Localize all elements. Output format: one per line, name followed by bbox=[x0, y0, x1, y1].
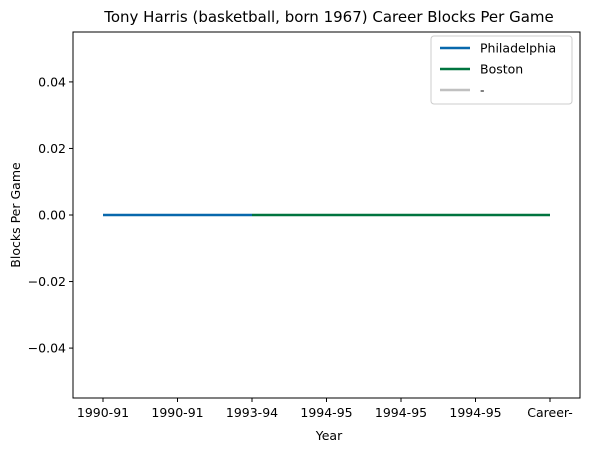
legend-label: Philadelphia bbox=[480, 41, 556, 56]
y-tick-label: 0.00 bbox=[38, 208, 66, 223]
x-tick-label: 1994-95 bbox=[375, 405, 427, 420]
x-axis-label: Year bbox=[315, 428, 343, 443]
y-tick-label: −0.02 bbox=[28, 274, 66, 289]
x-tick-label: 1990-91 bbox=[151, 405, 203, 420]
y-tick-label: 0.04 bbox=[38, 74, 66, 89]
legend: Philadelphia Boston - bbox=[430, 35, 573, 105]
x-tick-label: 1994-95 bbox=[449, 405, 501, 420]
x-tick-label: 1994-95 bbox=[300, 405, 352, 420]
y-tick-label: 0.02 bbox=[38, 141, 66, 156]
x-tick-label: Career- bbox=[527, 405, 572, 420]
legend-frame bbox=[430, 35, 573, 105]
y-axis: −0.04 −0.02 0.00 0.02 0.04 bbox=[28, 74, 73, 356]
y-axis-label: Blocks Per Game bbox=[8, 162, 23, 268]
chart-title: Tony Harris (basketball, born 1967) Care… bbox=[103, 8, 554, 26]
y-tick-label: −0.04 bbox=[28, 341, 66, 356]
legend-label: - bbox=[480, 83, 485, 98]
x-axis: 1990-91 1990-91 1993-94 1994-95 1994-95 1994-… bbox=[77, 398, 573, 420]
legend-label: Boston bbox=[480, 62, 523, 77]
x-tick-label: 1993-94 bbox=[226, 405, 278, 420]
x-tick-label: 1990-91 bbox=[77, 405, 129, 420]
